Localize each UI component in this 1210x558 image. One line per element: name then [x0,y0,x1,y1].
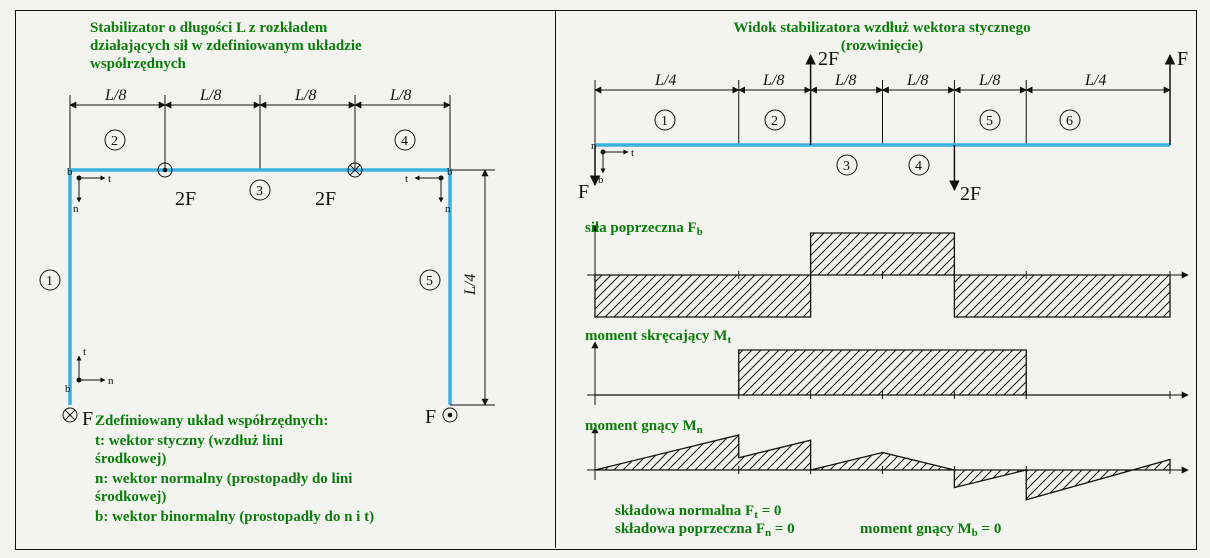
graph1-label: siła poprzeczna Fb [585,220,703,238]
svg-text:L/8: L/8 [906,72,928,89]
force-2F-down: 2F [954,145,981,205]
svg-text:5: 5 [986,114,993,129]
svg-text:2F: 2F [818,48,839,70]
axes-right-panel: t b n [591,140,634,186]
coord-title: Zdefiniowany układ współrzędnych: [95,413,328,429]
svg-text:5: 5 [426,274,433,289]
coord-n2: środkowej) [95,489,166,505]
svg-text:b: b [65,383,71,395]
svg-text:t: t [405,173,408,185]
graph3-label: moment gnący Mn [585,418,703,436]
svg-text:4: 4 [915,159,922,174]
svg-text:F: F [82,408,93,430]
dim-right: L/4 [450,170,495,405]
svg-text:L/8: L/8 [389,87,411,104]
svg-text:n: n [445,203,451,215]
svg-text:L/8: L/8 [104,87,126,104]
svg-text:n: n [73,203,79,215]
graph2-label: moment skręcający Mt [585,328,731,346]
svg-text:L/4: L/4 [462,274,479,296]
coord-n1: n: wektor normalny (prostopadły do lini [95,471,352,487]
segment-labels: 2 4 3 1 5 [40,130,440,290]
coord-b: b: wektor binormalny (prostopadły do n i… [95,509,374,525]
force-2F-up: 2F [811,48,840,145]
svg-text:2: 2 [771,114,778,129]
svg-text:4: 4 [401,134,408,149]
svg-text:1: 1 [661,114,668,129]
svg-text:1: 1 [46,274,53,289]
svg-text:L/4: L/4 [1084,72,1106,89]
svg-text:F: F [1177,48,1188,70]
svg-text:2: 2 [111,134,118,149]
beam-left [70,170,450,405]
footer1: składowa normalna Ft = 0 [615,503,781,521]
svg-text:t: t [83,346,86,358]
axes-bottom-left: t n b [65,346,114,395]
svg-text:t: t [631,147,634,159]
svg-text:3: 3 [843,159,850,174]
right-title-1: Widok stabilizatora wzdłuż wektora stycz… [733,20,1030,36]
svg-text:n: n [591,140,597,152]
svg-text:L/8: L/8 [294,87,316,104]
coord-t1: t: wektor styczny (wzdłuż lini [95,433,283,449]
svg-text:3: 3 [256,184,263,199]
svg-text:L/8: L/8 [834,72,856,89]
left-title-1: Stabilizator o długości L z rozkładem [90,20,328,36]
svg-text:F: F [425,406,436,428]
svg-text:L/8: L/8 [199,87,221,104]
graph-Fb [587,225,1188,317]
right-title-2: (rozwinięcie) [841,38,923,54]
svg-text:F: F [578,181,589,203]
left-panel: Stabilizator o długości L z rozkładem dz… [15,10,555,548]
svg-text:6: 6 [1066,114,1073,129]
axes-top-right: t n b [405,166,453,215]
right-panel: Widok stabilizatora wzdłuż wektora stycz… [570,10,1195,548]
graph-Mn [587,427,1188,500]
coord-t2: środkowej) [95,451,166,467]
force-F-right: F [425,406,457,428]
svg-text:2F: 2F [315,188,336,210]
left-title-3: współrzędnych [90,56,186,72]
svg-text:2F: 2F [175,188,196,210]
svg-text:n: n [108,375,114,387]
axes-top-left: t n b [67,166,111,215]
graph-Mt [587,342,1188,405]
footer3: moment gnący Mb = 0 [860,521,1001,539]
left-title-2: działających sił w zdefiniowanym układzi… [90,38,362,54]
force-F-right-r: F [1170,48,1188,145]
dim-top-right: L/4 L/8 L/8 L/8 L/8 L/4 [595,72,1170,145]
svg-text:b: b [447,166,453,178]
svg-text:L/8: L/8 [762,72,784,89]
svg-text:b: b [598,174,604,186]
svg-text:b: b [67,166,73,178]
svg-text:t: t [108,173,111,185]
seg-labels-right: 1 2 3 4 5 6 [655,110,1080,175]
footer2: składowa poprzeczna Fn = 0 [615,521,795,539]
force-F-left-r: F [578,145,595,203]
dim-top: L/8 L/8 L/8 L/8 [70,87,450,170]
svg-text:L/8: L/8 [978,72,1000,89]
svg-text:L/4: L/4 [654,72,676,89]
force-F-left: F [63,408,93,430]
svg-text:2F: 2F [960,183,981,205]
